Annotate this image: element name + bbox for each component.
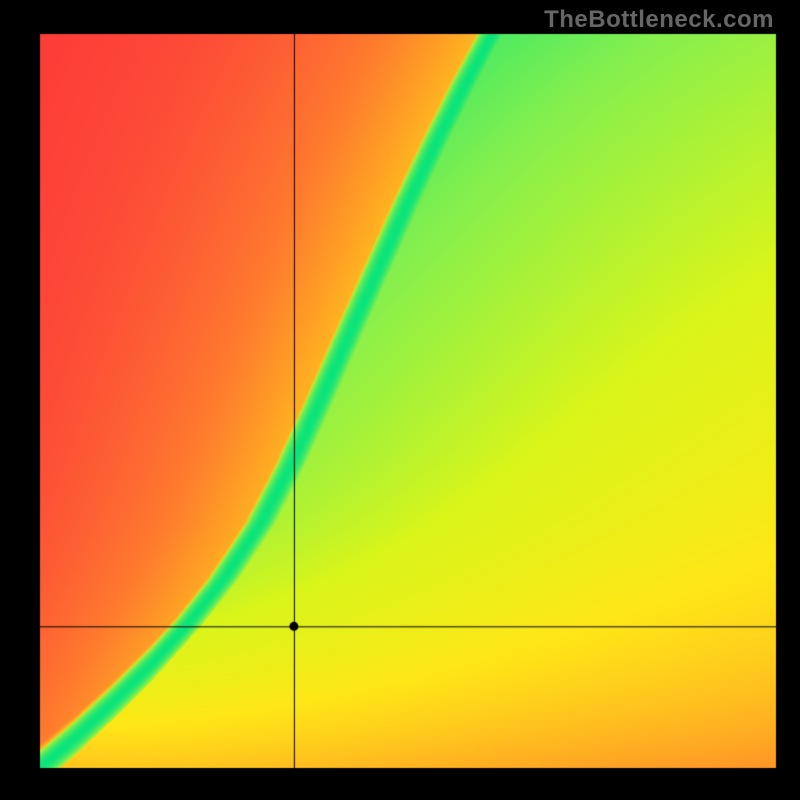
watermark-text: TheBottleneck.com [544,6,774,34]
heatmap-canvas [0,0,800,800]
chart-container: TheBottleneck.com [0,0,800,800]
